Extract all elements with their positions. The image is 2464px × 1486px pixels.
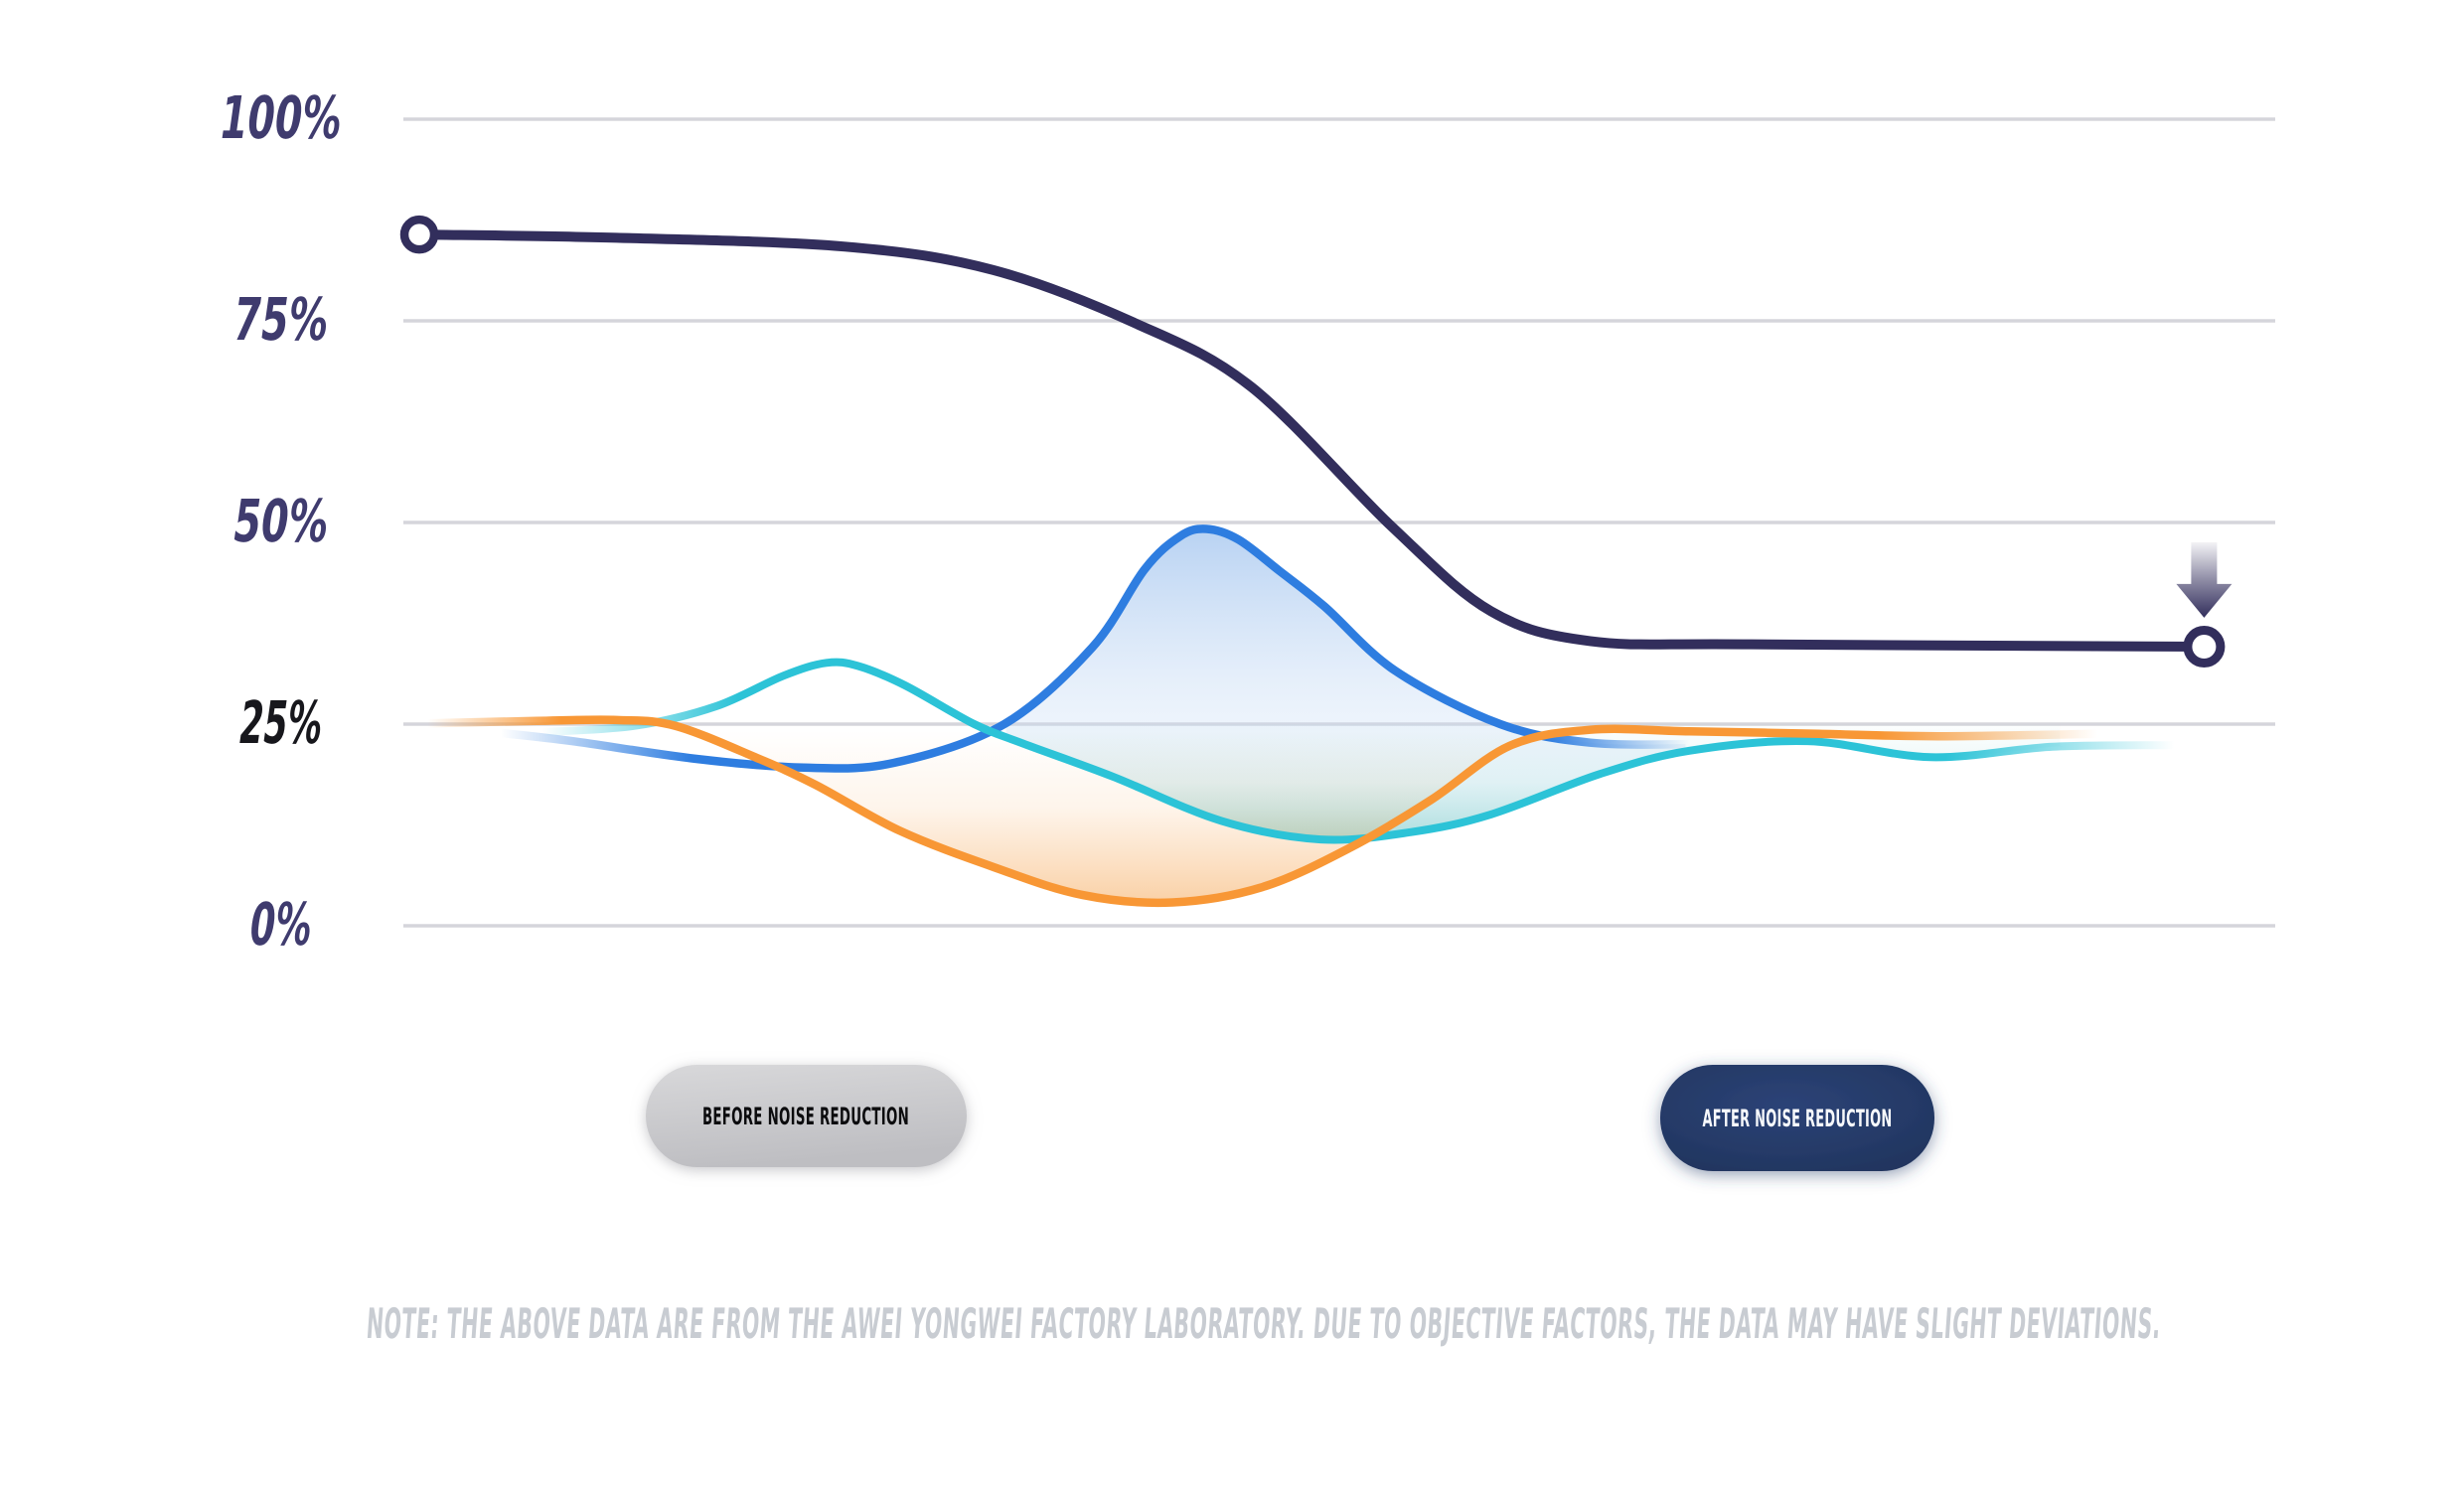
before-noise-reduction-button[interactable]: BEFORE NOISE REDUCTION	[646, 1065, 967, 1167]
y-tick-label-25: 25%	[235, 688, 328, 757]
series-area-fills	[662, 528, 2065, 903]
after-button-pill	[1660, 1065, 1934, 1171]
after-noise-reduction-button[interactable]: AFTER NOISE REDUCTION	[1660, 1065, 1934, 1171]
y-axis-tick-labels: 100% 75% 50% 25% 0%	[216, 83, 347, 959]
series-curves	[414, 229, 2210, 908]
y-tick-label-100: 100%	[216, 83, 347, 152]
marker-end-ring	[2183, 626, 2226, 669]
footnote: NOTE: THE ABOVE DATA ARE FROM THE AWEI Y…	[365, 1299, 2162, 1348]
curve-cyan-wave	[538, 658, 2179, 844]
curve-noise-level	[414, 229, 2210, 652]
before-button-pill	[646, 1065, 967, 1167]
down-arrow-icon	[2176, 541, 2233, 618]
curve-orange-wave	[423, 715, 2102, 908]
y-tick-label-0: 0%	[245, 890, 317, 959]
y-tick-label-75: 75%	[230, 285, 334, 354]
after-button-label: AFTER NOISE REDUCTION	[1703, 1105, 1893, 1132]
marker-start-ring	[399, 215, 439, 254]
y-tick-label-50: 50%	[230, 487, 334, 555]
before-button-label: BEFORE NOISE REDUCTION	[702, 1103, 909, 1130]
curve-blue-wave	[496, 524, 1694, 773]
annotations	[399, 215, 2233, 669]
